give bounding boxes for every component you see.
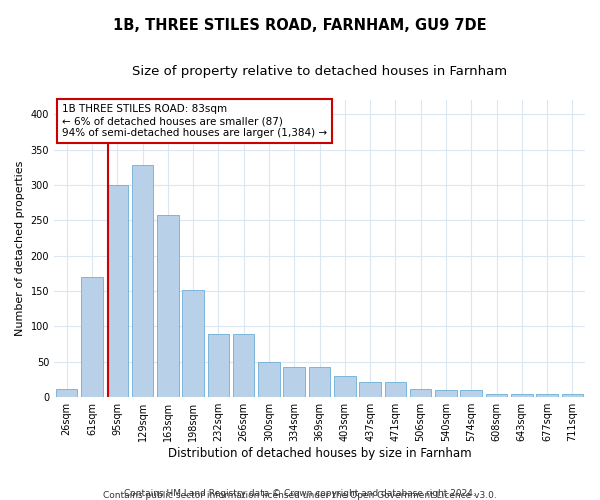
Bar — [233, 334, 254, 397]
Bar — [460, 390, 482, 397]
Bar — [208, 334, 229, 397]
Text: 1B THREE STILES ROAD: 83sqm
← 6% of detached houses are smaller (87)
94% of semi: 1B THREE STILES ROAD: 83sqm ← 6% of deta… — [62, 104, 327, 138]
Text: Contains public sector information licensed under the Open Government Licence v3: Contains public sector information licen… — [103, 491, 497, 500]
Bar — [107, 185, 128, 397]
Bar — [385, 382, 406, 397]
Bar — [258, 362, 280, 397]
Bar — [56, 388, 77, 397]
Bar — [486, 394, 507, 397]
Bar — [359, 382, 381, 397]
Bar — [309, 368, 330, 397]
Bar — [132, 165, 153, 397]
Bar — [81, 277, 103, 397]
Bar — [562, 394, 583, 397]
Bar — [536, 394, 558, 397]
Bar — [182, 290, 204, 397]
Text: 1B, THREE STILES ROAD, FARNHAM, GU9 7DE: 1B, THREE STILES ROAD, FARNHAM, GU9 7DE — [113, 18, 487, 32]
Bar — [511, 394, 533, 397]
Title: Size of property relative to detached houses in Farnham: Size of property relative to detached ho… — [132, 65, 507, 78]
Text: Contains HM Land Registry data © Crown copyright and database right 2024.: Contains HM Land Registry data © Crown c… — [124, 488, 476, 498]
Bar — [410, 390, 431, 397]
Y-axis label: Number of detached properties: Number of detached properties — [15, 161, 25, 336]
Bar — [334, 376, 356, 397]
X-axis label: Distribution of detached houses by size in Farnham: Distribution of detached houses by size … — [168, 447, 472, 460]
Bar — [283, 368, 305, 397]
Bar — [435, 390, 457, 397]
Bar — [157, 214, 179, 397]
